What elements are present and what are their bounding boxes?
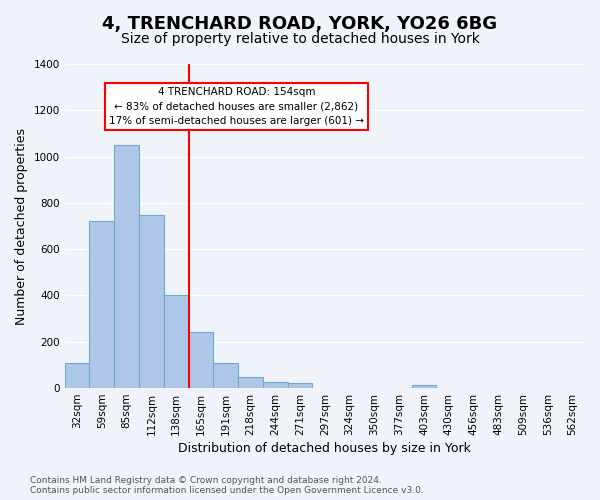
Text: Size of property relative to detached houses in York: Size of property relative to detached ho… — [121, 32, 479, 46]
Bar — [164, 296, 188, 388]
Y-axis label: Number of detached properties: Number of detached properties — [15, 128, 28, 324]
Bar — [188, 332, 214, 388]
Bar — [114, 145, 139, 388]
Bar — [287, 383, 313, 388]
Bar — [214, 362, 238, 388]
Bar — [65, 364, 89, 388]
Text: 4 TRENCHARD ROAD: 154sqm
← 83% of detached houses are smaller (2,862)
17% of sem: 4 TRENCHARD ROAD: 154sqm ← 83% of detach… — [109, 86, 364, 126]
Bar — [238, 377, 263, 388]
Text: Contains HM Land Registry data © Crown copyright and database right 2024.
Contai: Contains HM Land Registry data © Crown c… — [30, 476, 424, 495]
X-axis label: Distribution of detached houses by size in York: Distribution of detached houses by size … — [178, 442, 471, 455]
Bar — [412, 384, 436, 388]
Text: 4, TRENCHARD ROAD, YORK, YO26 6BG: 4, TRENCHARD ROAD, YORK, YO26 6BG — [103, 15, 497, 33]
Bar — [89, 222, 114, 388]
Bar — [263, 382, 287, 388]
Bar — [139, 215, 164, 388]
